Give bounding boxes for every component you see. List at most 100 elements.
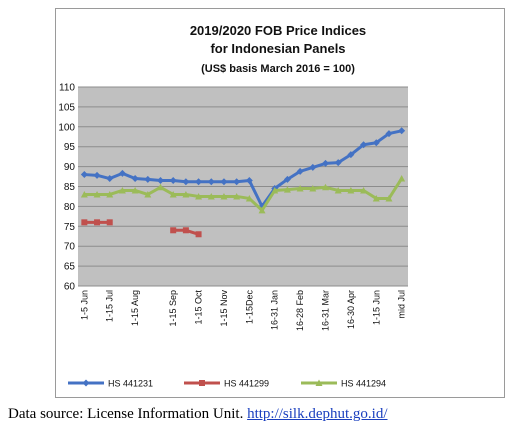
- data-point: [195, 192, 203, 200]
- legend-label: HS 441294: [341, 379, 386, 389]
- data-point: [220, 178, 228, 186]
- data-point: [157, 183, 164, 191]
- data-point: [169, 190, 177, 198]
- line-chart: 2019/2020 FOB Price Indices for Indonesi…: [58, 23, 408, 389]
- gridlines: [78, 86, 408, 287]
- chart-frame: 2019/2020 FOB Price Indices for Indonesi…: [55, 8, 505, 398]
- data-point: [309, 184, 317, 192]
- legend-label: HS 441231: [108, 379, 153, 389]
- y-tick-label: 105: [58, 102, 75, 113]
- y-tick-label: 90: [64, 162, 76, 173]
- data-point: [398, 127, 406, 135]
- x-tick-label: 1-15 Aug: [130, 290, 140, 326]
- data-source-line: Data source: License Information Unit. h…: [8, 406, 513, 423]
- data-point: [309, 163, 317, 171]
- data-point: [283, 175, 291, 183]
- data-source-link[interactable]: http://silk.dephut.go.id/: [247, 406, 388, 422]
- data-point: [80, 171, 88, 179]
- data-point: [144, 190, 152, 198]
- data-point: [106, 175, 114, 183]
- y-tick-label: 60: [64, 282, 76, 293]
- series-layer: [80, 127, 406, 238]
- data-point: [182, 178, 190, 186]
- data-point: [195, 178, 203, 186]
- y-axis-ticks: 60 65 70 75 80 85 90 95 100 105 110: [58, 83, 75, 293]
- x-tick-label: mid Jul: [397, 290, 407, 319]
- series-hs-441299: [81, 219, 202, 238]
- data-point: [360, 141, 368, 149]
- data-point: [245, 177, 253, 185]
- y-tick-label: 65: [64, 262, 76, 273]
- data-point: [271, 186, 279, 194]
- y-tick-label: 80: [64, 202, 76, 213]
- data-point: [385, 130, 393, 138]
- data-point: [169, 177, 177, 185]
- x-tick-label: 16-31 Mar: [321, 290, 331, 331]
- data-point: [207, 192, 215, 200]
- x-tick-label: 1-15 Sep: [168, 290, 178, 327]
- data-point: [182, 227, 189, 234]
- x-tick-label: 1-5 Jun: [79, 290, 89, 320]
- chart-title-line-1: 2019/2020 FOB Price Indices: [190, 23, 366, 38]
- data-point: [170, 227, 177, 234]
- data-point: [233, 178, 241, 186]
- data-point: [94, 219, 101, 226]
- data-point: [106, 219, 113, 226]
- data-point: [233, 192, 241, 200]
- x-tick-label: 16-30 Apr: [346, 290, 356, 329]
- x-tick-label: 1-15 Nov: [219, 290, 229, 327]
- data-point: [347, 186, 355, 194]
- y-tick-label: 70: [64, 242, 76, 253]
- legend-marker: [315, 379, 323, 386]
- data-point: [207, 178, 215, 186]
- y-tick-label: 85: [64, 182, 76, 193]
- chart-subtitle: (US$ basis March 2016 = 100): [201, 63, 355, 75]
- data-point: [322, 183, 329, 191]
- series-hs-441294: [80, 175, 406, 214]
- data-point: [182, 190, 190, 198]
- legend-marker: [199, 380, 205, 386]
- data-point: [347, 151, 355, 159]
- data-point: [372, 194, 380, 202]
- x-tick-label: 16-31 Jan: [270, 290, 280, 330]
- data-point: [220, 192, 228, 200]
- x-tick-label: 1-15 Jun: [371, 290, 381, 325]
- data-point: [131, 175, 139, 183]
- data-point: [93, 171, 101, 179]
- y-tick-label: 110: [59, 83, 75, 94]
- y-tick-label: 75: [64, 222, 76, 233]
- data-point: [334, 186, 342, 194]
- data-point: [245, 194, 253, 202]
- data-point: [398, 175, 406, 182]
- legend-marker: [82, 379, 90, 387]
- y-tick-label: 95: [64, 142, 76, 153]
- data-source-label: Data source: License Information Unit.: [8, 406, 244, 422]
- data-point: [360, 186, 368, 194]
- data-point: [131, 186, 139, 194]
- x-tick-label: 1-15Dec: [244, 290, 254, 325]
- x-tick-label: 1-15 Jul: [105, 290, 115, 322]
- data-point: [81, 219, 88, 226]
- data-point: [106, 190, 114, 198]
- data-point: [385, 194, 393, 202]
- x-tick-label: 1-15 Oct: [194, 290, 204, 325]
- x-axis-ticks: 1-5 Jun 1-15 Jul 1-15 Aug 1-15 Sep 1-15 Oct 1…: [79, 290, 406, 332]
- data-point: [157, 177, 164, 185]
- data-point: [283, 186, 291, 193]
- data-point: [296, 167, 304, 175]
- data-point: [93, 190, 101, 198]
- data-point: [195, 231, 202, 238]
- legend: HS 441231 HS 441299 HS 441294: [68, 379, 386, 389]
- data-point: [258, 206, 266, 214]
- legend-label: HS 441299: [224, 379, 269, 389]
- data-point: [322, 159, 329, 167]
- chart-title-line-2: for Indonesian Panels: [210, 41, 345, 56]
- data-point: [118, 169, 126, 177]
- y-tick-label: 100: [58, 122, 75, 133]
- data-point: [372, 139, 380, 147]
- data-point: [118, 186, 126, 194]
- data-point: [334, 159, 342, 167]
- x-tick-label: 16-28 Feb: [295, 290, 305, 331]
- data-point: [144, 175, 152, 183]
- data-point: [296, 184, 304, 192]
